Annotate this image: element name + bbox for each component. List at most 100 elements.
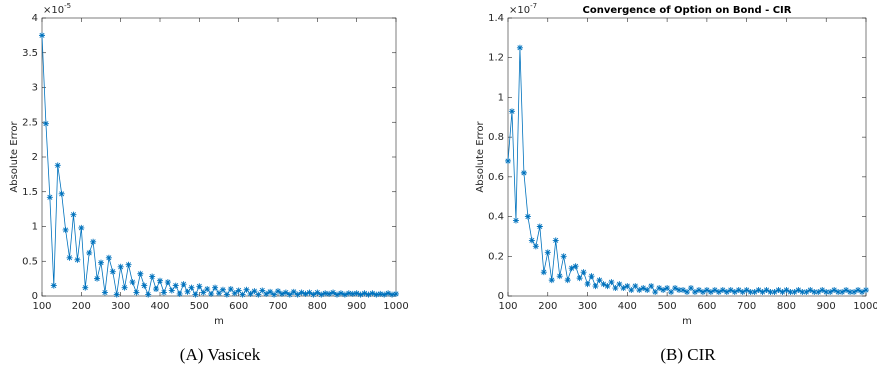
marker — [767, 289, 774, 296]
marker — [389, 291, 396, 298]
marker — [345, 290, 352, 297]
y-tick-label: 2.5 — [22, 117, 38, 128]
marker — [39, 32, 45, 39]
marker — [278, 290, 285, 297]
marker — [691, 289, 698, 296]
x-tick-label: 400 — [618, 301, 637, 312]
marker — [819, 287, 826, 294]
marker — [267, 288, 274, 295]
x-tick-label: 100 — [498, 301, 517, 312]
marker — [775, 287, 782, 294]
marker — [393, 290, 399, 297]
marker — [548, 277, 555, 284]
y-tick-label: 0 — [32, 291, 38, 302]
marker — [341, 291, 348, 298]
y-tick-label: 1 — [498, 92, 504, 103]
marker — [117, 263, 124, 270]
marker — [184, 288, 191, 295]
marker — [101, 289, 108, 296]
marker — [149, 273, 156, 280]
marker — [219, 286, 226, 293]
y-multiplier: ×10 — [43, 5, 64, 16]
marker — [795, 287, 802, 294]
y-axis-label: Absolute Error — [9, 120, 20, 192]
marker — [86, 249, 93, 256]
x-tick-label: 900 — [817, 301, 836, 312]
marker — [687, 285, 694, 292]
marker — [160, 289, 167, 296]
marker — [703, 287, 710, 294]
y-tick-label: 0 — [498, 291, 504, 302]
marker — [783, 287, 790, 294]
marker — [608, 279, 615, 286]
marker — [208, 290, 215, 297]
x-tick-label: 200 — [72, 301, 91, 312]
chart-title: Convergence of Option on Bond - CIR — [583, 5, 792, 16]
marker — [381, 291, 388, 298]
x-tick-label: 400 — [150, 301, 169, 312]
marker — [779, 289, 786, 296]
marker — [831, 287, 838, 294]
marker — [334, 291, 340, 298]
marker — [823, 289, 830, 296]
marker — [373, 291, 380, 298]
marker — [180, 281, 187, 288]
marker — [859, 289, 866, 296]
marker — [807, 287, 814, 294]
marker — [719, 287, 726, 294]
marker — [243, 286, 250, 293]
x-tick-label: 100 — [32, 301, 51, 312]
caption: (A) Vasicek — [180, 345, 261, 364]
marker — [50, 282, 57, 289]
marker — [200, 289, 207, 296]
y-tick-label: 2 — [32, 152, 38, 163]
x-tick-label: 600 — [697, 301, 716, 312]
y-tick-label: 1.4 — [488, 13, 504, 24]
marker — [584, 281, 591, 288]
y-tick-label: 0.4 — [488, 212, 504, 223]
marker — [310, 291, 317, 298]
marker — [552, 237, 559, 244]
marker — [656, 285, 663, 292]
marker — [699, 289, 706, 296]
marker — [192, 291, 199, 298]
caption: (B) CIR — [660, 345, 716, 364]
marker — [141, 282, 148, 289]
marker — [516, 44, 523, 51]
y-multiplier: ×10 — [509, 5, 530, 16]
marker — [536, 223, 543, 230]
marker — [369, 290, 376, 297]
y-tick-label: 0.5 — [22, 256, 38, 267]
marker — [42, 120, 49, 127]
marker — [544, 249, 551, 256]
marker — [695, 287, 702, 294]
marker — [771, 289, 778, 296]
marker — [58, 190, 65, 197]
marker — [604, 283, 611, 290]
marker — [707, 289, 714, 296]
marker — [263, 290, 270, 297]
x-tick-label: 1000 — [853, 301, 877, 312]
y-tick-label: 4 — [32, 13, 38, 24]
marker — [259, 287, 266, 294]
marker — [847, 289, 854, 296]
marker — [791, 289, 798, 296]
marker — [851, 289, 858, 296]
marker — [129, 279, 136, 286]
marker — [711, 287, 718, 294]
marker — [755, 287, 762, 294]
marker — [137, 270, 144, 277]
marker — [512, 217, 519, 224]
marker — [94, 275, 101, 282]
marker — [164, 279, 171, 286]
marker — [235, 287, 242, 294]
marker — [361, 290, 368, 297]
marker — [560, 253, 567, 260]
marker — [216, 290, 222, 297]
marker — [282, 289, 289, 296]
marker — [727, 287, 734, 294]
marker — [196, 283, 203, 290]
x-tick-label: 600 — [229, 301, 248, 312]
marker — [620, 285, 627, 292]
